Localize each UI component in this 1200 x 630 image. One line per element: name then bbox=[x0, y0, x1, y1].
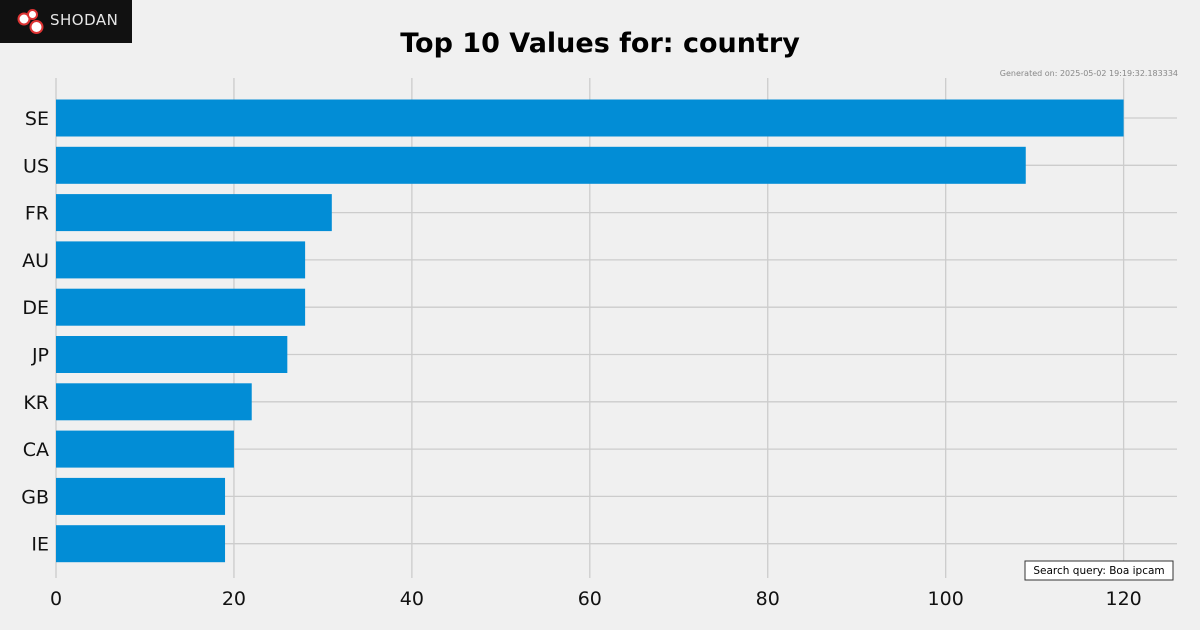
search-query-label: Search query: Boa ipcam bbox=[1033, 565, 1164, 577]
y-tick-label: GB bbox=[21, 486, 49, 508]
x-tick-label: 120 bbox=[1105, 588, 1141, 610]
y-tick-label: DE bbox=[22, 297, 49, 319]
bar-au bbox=[56, 241, 306, 279]
y-tick-label: JP bbox=[31, 345, 49, 367]
search-query-box bbox=[1024, 560, 1174, 581]
shodan-logo: SHODAN bbox=[0, 0, 132, 43]
chart-title: Top 10 Values for: country bbox=[400, 28, 800, 59]
bar-us bbox=[56, 146, 1026, 184]
logo-text: SHODAN bbox=[50, 11, 119, 29]
x-tick-label: 0 bbox=[50, 588, 62, 610]
x-tick-label: 20 bbox=[222, 588, 246, 610]
bar-fr bbox=[56, 194, 332, 232]
bar-ie bbox=[56, 525, 226, 563]
generated-timestamp: Generated on: 2025-05-02 19:19:32.183334 bbox=[999, 69, 1178, 78]
y-tick-label: IE bbox=[31, 534, 49, 556]
bar-de bbox=[56, 288, 306, 326]
y-tick-label: AU bbox=[22, 250, 49, 272]
bar-se bbox=[56, 99, 1124, 137]
bar-ca bbox=[56, 430, 234, 468]
y-tick-label: FR bbox=[25, 203, 49, 225]
y-tick-label: SE bbox=[25, 108, 49, 130]
shodan-logo-icon bbox=[17, 9, 44, 34]
y-tick-label: CA bbox=[23, 439, 49, 461]
x-tick-label: 40 bbox=[400, 588, 424, 610]
x-tick-label: 100 bbox=[928, 588, 964, 610]
bar-kr bbox=[56, 383, 252, 421]
y-tick-label: KR bbox=[23, 392, 49, 414]
y-tick-label: US bbox=[23, 155, 49, 177]
bar-jp bbox=[56, 336, 288, 373]
x-tick-label: 80 bbox=[756, 588, 780, 610]
x-tick-label: 60 bbox=[578, 588, 602, 610]
bar-gb bbox=[56, 477, 226, 515]
